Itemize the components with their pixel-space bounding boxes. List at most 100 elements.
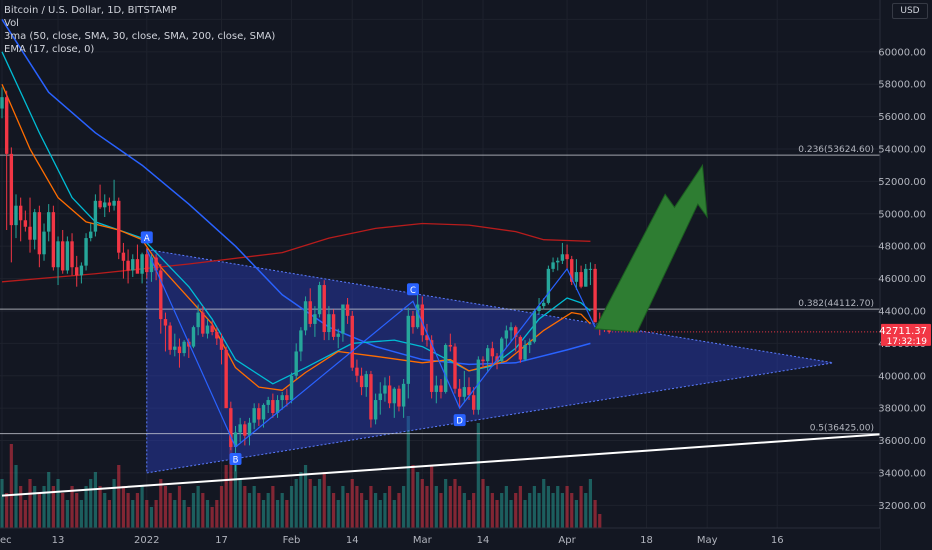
fib-level-label: 0.236(53624.60) — [798, 145, 874, 155]
volume-bar — [350, 479, 354, 528]
currency-button[interactable]: USD — [892, 3, 928, 19]
candle-body — [121, 252, 126, 261]
time-tick-label: Feb — [283, 535, 301, 546]
moving-average-indicator-label[interactable]: 3ma (50, close, SMA, 30, close, SMA, 200… — [4, 31, 276, 42]
price-axis[interactable]: 60000.00 58000.00 56000.00 54000.00 52000.00… — [878, 0, 932, 550]
volume-bar — [486, 486, 490, 528]
trend-line — [1, 433, 881, 497]
candle-body — [219, 338, 224, 350]
candle-body — [168, 325, 172, 350]
volume-bar — [93, 472, 97, 528]
volume-bar — [191, 493, 196, 528]
candle-body — [406, 315, 410, 384]
pattern-point-label: A — [144, 234, 150, 244]
volume-bar — [598, 514, 602, 528]
candle-body — [593, 268, 597, 323]
volume-bar — [149, 507, 154, 528]
candle-body — [107, 202, 112, 206]
last-price-value: 42711.37 — [879, 326, 927, 337]
candle-body — [56, 241, 60, 268]
candle-body — [439, 385, 443, 392]
bullish-arrow[interactable] — [594, 163, 708, 333]
candle-body — [429, 340, 434, 392]
volume-bar — [28, 479, 32, 528]
candle-body — [70, 241, 74, 268]
volume-bar — [504, 486, 508, 528]
candle-body — [397, 388, 401, 407]
candle-body — [303, 301, 308, 331]
volume-bar — [131, 500, 135, 528]
volume-indicator-label[interactable]: Vol — [4, 18, 19, 29]
candle-body — [205, 325, 210, 334]
candle-body — [471, 395, 476, 410]
candle-body — [345, 304, 350, 316]
candle-body — [51, 212, 56, 268]
price-tick-label: 52000.00 — [878, 177, 926, 188]
candle-body — [574, 272, 579, 282]
volume-bar — [289, 486, 294, 528]
candle-body — [327, 314, 331, 333]
chart-legend: Bitcoin / U.S. Dollar, 1D, BITSTAMP Vol … — [4, 4, 275, 56]
fib-level-label: 0.382(44112.70) — [798, 299, 874, 309]
candle-body — [565, 254, 569, 260]
sma30-line — [1, 51, 591, 385]
volume-bar — [196, 486, 200, 528]
candle-body — [383, 385, 387, 394]
sma200-line — [1, 222, 591, 283]
candle-body — [350, 315, 354, 368]
pattern-point-marker — [229, 453, 242, 466]
candle-body — [481, 359, 485, 362]
candle-body — [233, 432, 238, 448]
time-tick-label: 13 — [52, 535, 65, 546]
pattern-point-marker — [406, 283, 419, 296]
volume-bar — [112, 479, 116, 528]
candle-body — [392, 388, 396, 404]
volume-bar — [70, 486, 74, 528]
candle-body — [243, 424, 247, 436]
volume-bar — [154, 500, 158, 528]
candle-body — [224, 349, 228, 409]
volume-bar — [98, 486, 102, 528]
fibonacci-levels[interactable]: 0.236(53624.60) 0.382(44112.70) 0.5(36425.… — [0, 145, 880, 435]
volume-bar — [51, 486, 55, 528]
volume-bar — [523, 500, 527, 528]
candle-body — [518, 336, 523, 360]
volume-bar — [453, 479, 457, 528]
volume-bar — [285, 500, 289, 528]
volume-bar — [528, 493, 532, 528]
candle-body — [215, 332, 219, 339]
candle-body — [177, 346, 182, 354]
volume-bar — [518, 486, 522, 528]
candle-body — [79, 265, 84, 276]
volume-bar — [402, 486, 406, 528]
pattern-point-marker — [140, 231, 153, 244]
volume-bar — [345, 493, 350, 528]
volume-bar — [565, 486, 569, 528]
candle-body — [117, 200, 121, 253]
support-trendline[interactable] — [1, 433, 881, 497]
volume-bar — [331, 493, 336, 528]
ema-indicator-label[interactable]: EMA (17, close, 0) — [4, 44, 95, 55]
volume-bar — [584, 493, 588, 528]
volume-bar — [593, 500, 597, 528]
candle-body — [588, 268, 593, 270]
price-tick-label: 32000.00 — [878, 501, 926, 512]
candle-body — [238, 424, 242, 433]
volume-bar — [159, 479, 163, 528]
candle-body — [490, 348, 495, 357]
volume-bar — [481, 479, 485, 528]
candle-body — [28, 226, 32, 240]
symbol-title[interactable]: Bitcoin / U.S. Dollar, 1D, BITSTAMP — [4, 5, 177, 16]
abcd-pattern[interactable]: A B C D — [140, 231, 596, 466]
candle-body — [369, 374, 373, 420]
time-axis[interactable]: Dec 13 2022 17 Feb 14 Mar 14 Apr 18 May 16 — [0, 527, 880, 550]
candle-body — [504, 330, 509, 339]
volume-bar — [313, 486, 317, 528]
time-tick-label: Mar — [413, 535, 433, 546]
volume-bar — [574, 500, 579, 528]
volume-bar — [117, 465, 121, 528]
candle-body — [229, 408, 233, 448]
candle-body — [154, 257, 158, 271]
